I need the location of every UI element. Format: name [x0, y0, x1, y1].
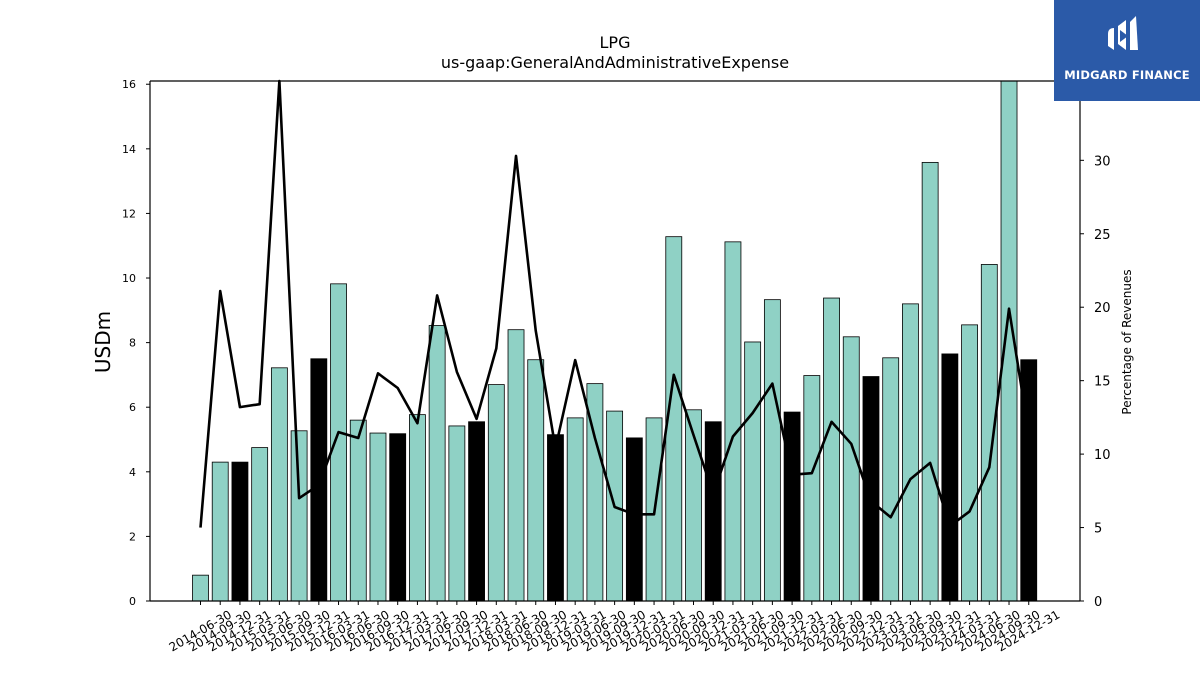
y-tick-label-right: 15	[1094, 375, 1111, 390]
y-tick-label-right: 30	[1094, 154, 1111, 169]
bar	[566, 417, 584, 602]
bar	[961, 324, 978, 602]
bar	[763, 299, 781, 602]
y-tick-label-left: 6	[129, 401, 136, 414]
bar	[547, 434, 564, 602]
bar	[349, 419, 367, 602]
bar	[211, 461, 229, 602]
bar	[251, 447, 269, 602]
y-tick-label-left: 8	[129, 337, 136, 350]
bar	[842, 336, 860, 602]
bar-group	[192, 80, 1038, 602]
chart-title: LPG	[600, 33, 631, 52]
bar	[270, 367, 288, 602]
bar	[704, 421, 722, 602]
bar	[507, 329, 525, 602]
bar	[783, 411, 801, 602]
revenue-percentage-line	[199, 79, 1031, 528]
bar	[330, 283, 347, 602]
bar	[941, 353, 959, 602]
bar	[192, 574, 209, 602]
y-tick-label-right: 10	[1094, 448, 1111, 463]
bar	[527, 359, 545, 602]
bar	[625, 437, 643, 602]
bar	[823, 297, 840, 602]
bar	[882, 357, 900, 602]
y-tick-label-left: 14	[122, 143, 136, 156]
bar	[803, 375, 821, 602]
y-axis-label-right: Percentage of Revenues	[1120, 269, 1134, 414]
y-tick-label-left: 12	[122, 207, 136, 220]
line-layer	[199, 79, 1031, 528]
midgard-logo-icon	[1108, 16, 1138, 50]
bar	[744, 341, 762, 602]
bar	[902, 303, 919, 602]
y-axis-label-left: USDm	[91, 311, 115, 373]
y-tick-label-right: 25	[1094, 228, 1111, 243]
bar	[231, 461, 249, 602]
logo-text: MIDGARD FINANCE	[1064, 68, 1190, 82]
midgard-finance-logo: MIDGARD FINANCE	[1054, 0, 1200, 101]
bar	[428, 325, 446, 602]
bar	[724, 241, 742, 602]
y-tick-label-right: 20	[1094, 301, 1111, 316]
y-tick-label-right: 5	[1094, 522, 1102, 537]
bar	[369, 432, 387, 602]
bar	[468, 421, 485, 602]
y-tick-label-left: 2	[129, 530, 136, 543]
axes: 02468101214160510152025302014-06-302014-…	[122, 78, 1111, 654]
bar	[921, 161, 939, 602]
bar	[310, 358, 328, 602]
y-tick-label-left: 4	[129, 466, 136, 479]
y-tick-label-left: 10	[122, 272, 136, 285]
y-tick-label-left: 16	[122, 78, 136, 91]
bar	[389, 433, 407, 602]
bar	[448, 425, 466, 602]
y-tick-label-right: 0	[1094, 595, 1102, 610]
chart-subtitle: us-gaap:GeneralAndAdministrativeExpense	[441, 53, 789, 72]
bar	[409, 414, 426, 602]
y-tick-label-left: 0	[129, 595, 136, 608]
bar	[487, 384, 505, 602]
bar	[290, 430, 308, 602]
